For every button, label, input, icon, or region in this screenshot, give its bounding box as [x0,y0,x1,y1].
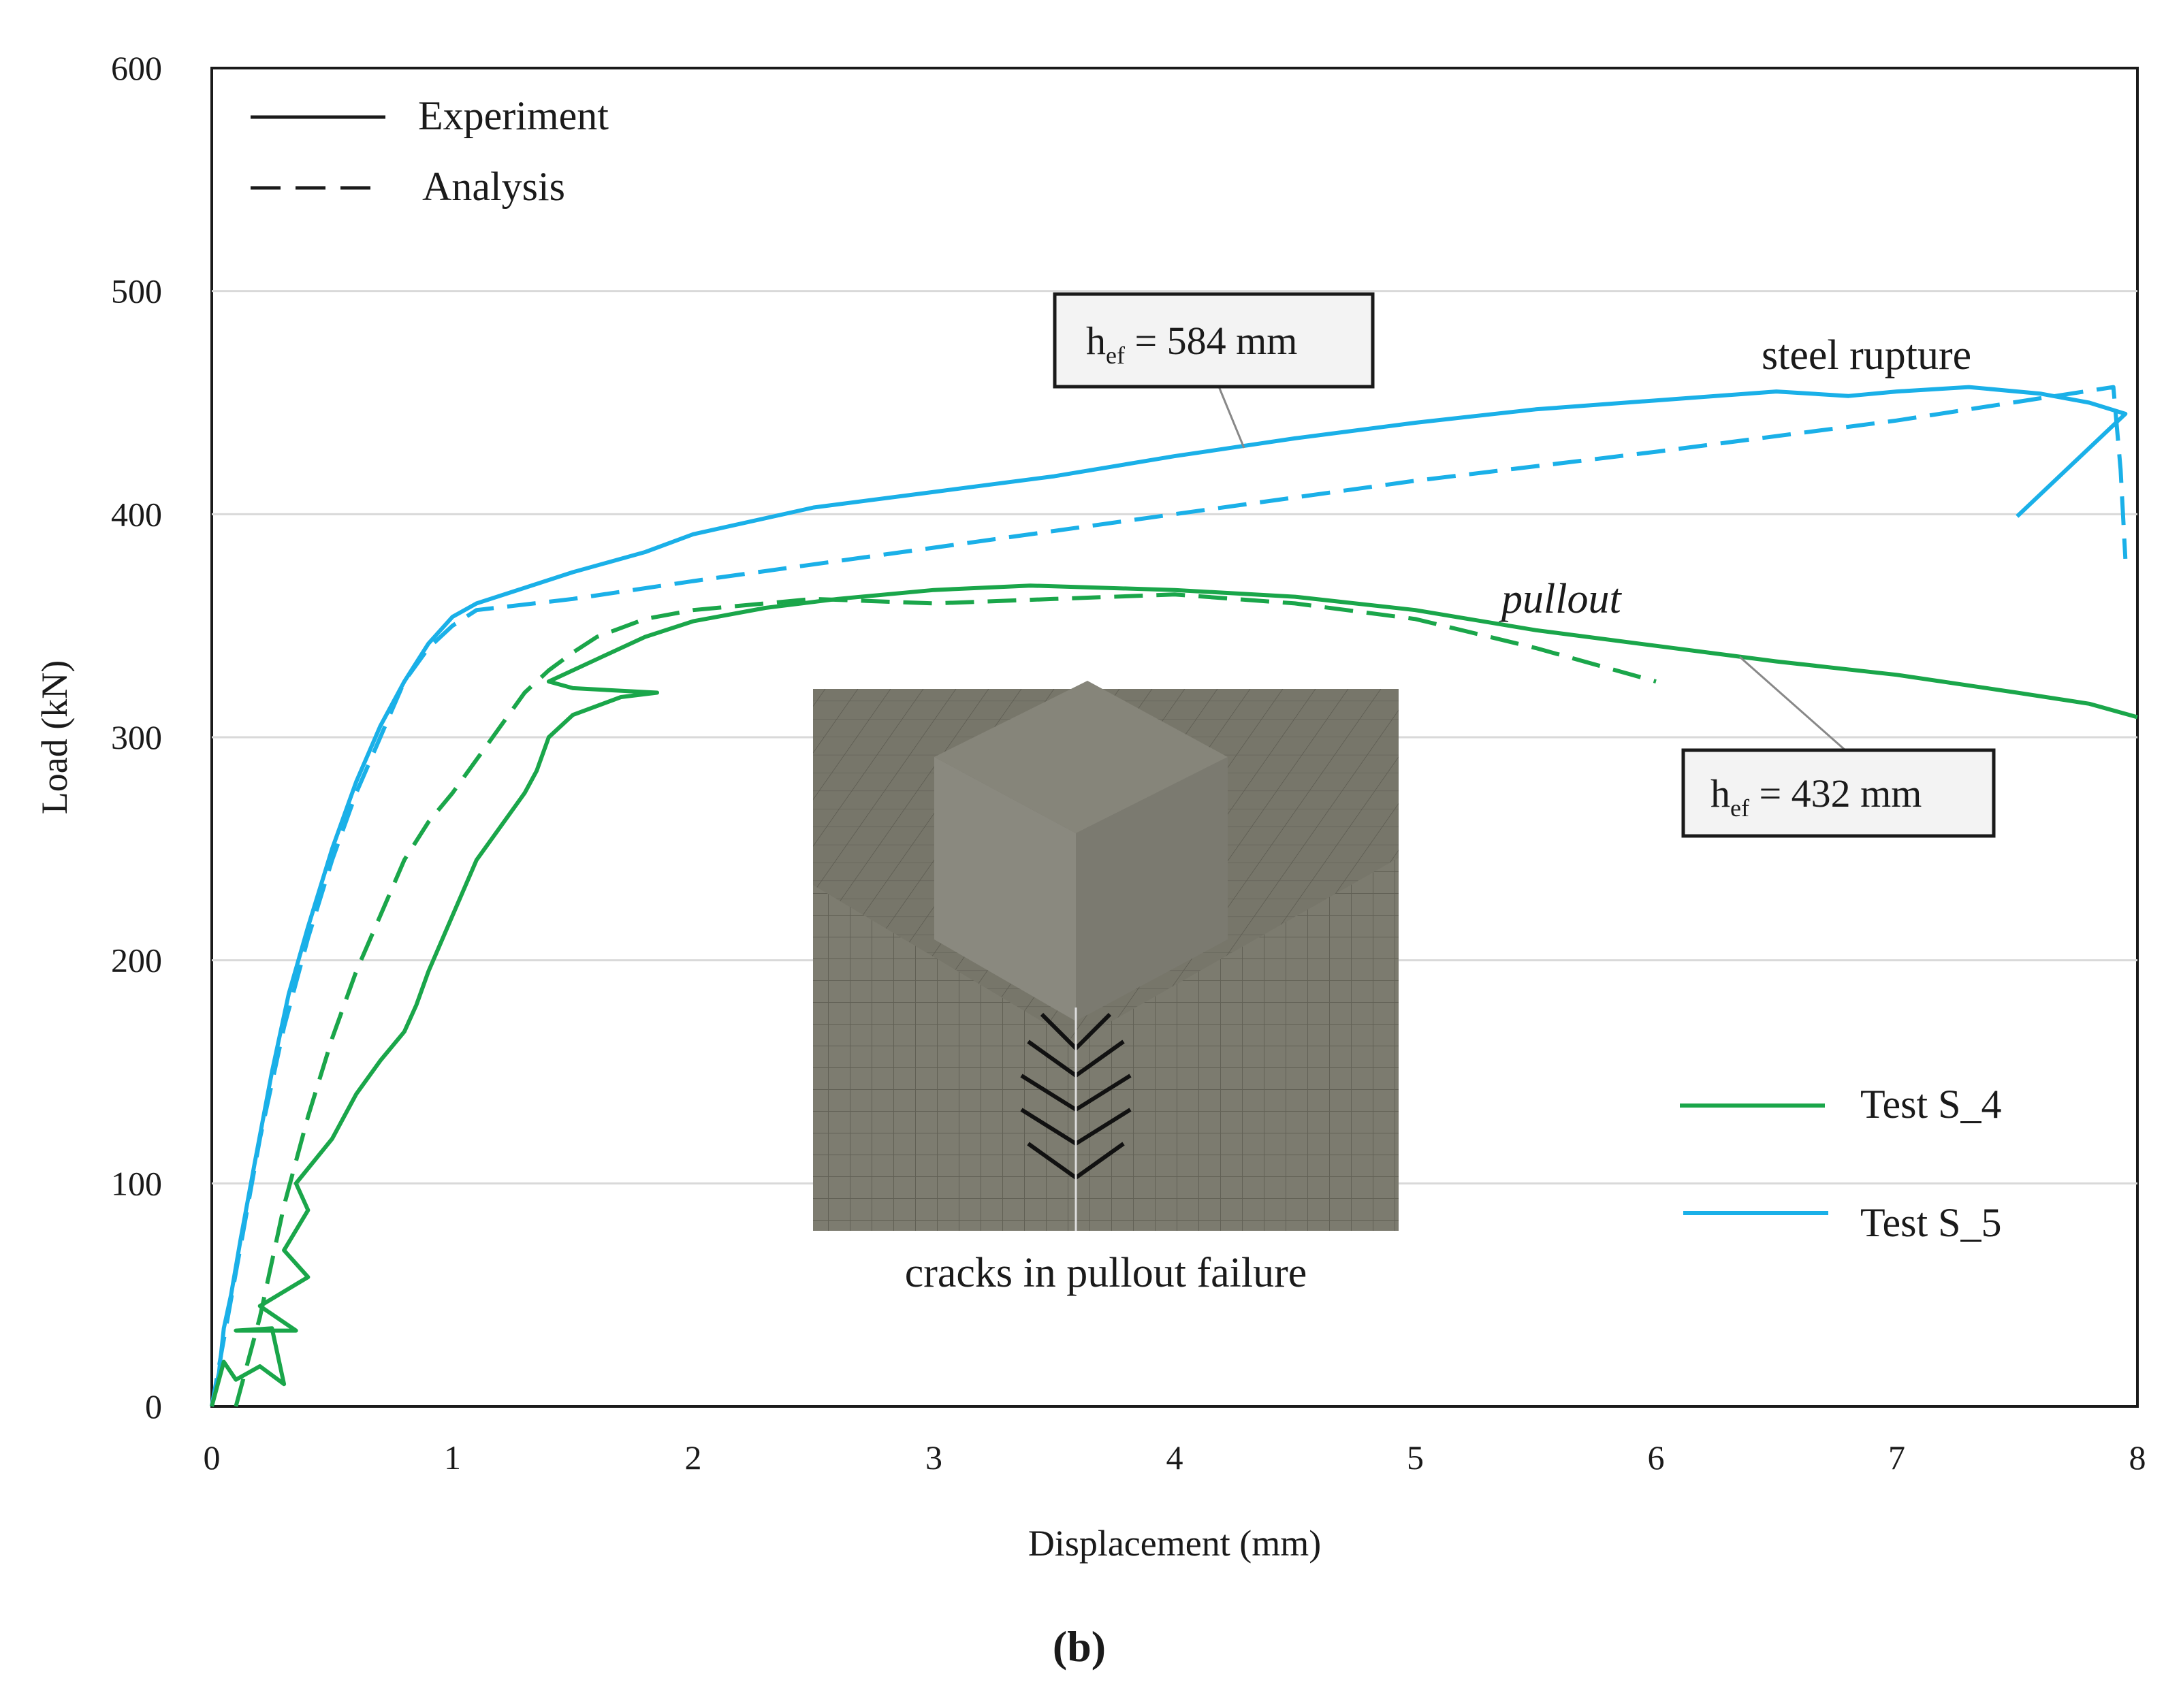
legend-experiment-label: Experiment [418,93,609,138]
y-tick-label-0: 0 [145,1387,162,1425]
hef-432-leader [1739,656,1846,752]
hef-432-box [1681,748,1996,838]
x-tick-label-1: 1 [444,1438,461,1477]
x-tick-label-3: 3 [925,1438,942,1477]
steel-rupture-label: steel rupture [1762,332,1971,378]
inset-mesh-image [813,681,1399,1231]
color-legend: Test S_4 Test S_5 [1680,1082,2001,1245]
x-tick-label-8: 8 [2129,1438,2146,1477]
panel-label: (b) [1053,1622,1106,1671]
hef-432-text: hef = 432 mm [1710,771,1922,822]
y-tick-label-400: 400 [111,495,162,533]
y-tick-label-300: 300 [111,718,162,756]
legend-test-s4-label: Test S_4 [1860,1082,2001,1127]
y-tick-label-500: 500 [111,272,162,310]
x-tick-label-6: 6 [1648,1438,1665,1477]
y-ticks: 0 100 200 300 400 500 600 [111,49,162,1425]
x-ticks: 0 1 2 3 4 5 6 7 8 [204,1438,2146,1477]
legend-analysis-label: Analysis [422,164,565,209]
style-legend: Experiment Analysis [251,93,609,209]
x-tick-label-5: 5 [1407,1438,1424,1477]
series-layer [210,385,2138,1407]
y-tick-label-100: 100 [111,1164,162,1202]
series-test-s-5-experiment [210,385,2128,1407]
x-tick-label-2: 2 [685,1438,702,1477]
x-tick-label-0: 0 [204,1438,221,1477]
series-test-s-4-analysis [234,592,1657,1407]
y-axis-title: Load (kN) [34,660,75,814]
hef-584-text: hef = 584 mm [1086,319,1297,369]
y-tick-label-600: 600 [111,49,162,87]
y-tick-label-200: 200 [111,941,162,980]
series-test-s-4-experiment [210,583,2138,1407]
x-axis-title: Displacement (mm) [1028,1523,1321,1564]
hef-584-box [1053,292,1375,389]
legend-test-s5-label: Test S_5 [1860,1200,2001,1245]
x-tick-label-7: 7 [1888,1438,1905,1477]
pullout-label: pullout [1499,576,1622,622]
series-test-s-5-analysis [210,385,2128,1407]
x-tick-label-4: 4 [1166,1438,1183,1477]
hef-584-leader [1217,386,1245,449]
inset-caption: cracks in pullout failure [905,1250,1307,1296]
